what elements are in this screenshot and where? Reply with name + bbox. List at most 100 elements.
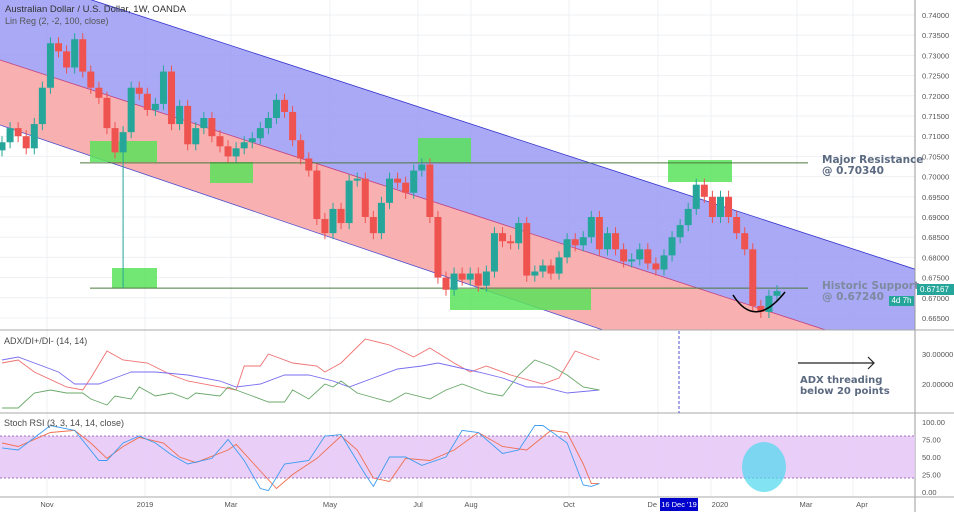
candle-body	[289, 111, 297, 141]
candle-body	[256, 128, 264, 139]
time-axis-label: Mar	[800, 500, 813, 509]
adx-line	[1, 356, 600, 394]
adx-axis-label: 20.00000	[922, 380, 953, 389]
candle-body	[305, 158, 313, 171]
candle-body	[402, 182, 410, 193]
adx-note-line1: ADX threading	[800, 375, 883, 386]
time-axis-label: Nov	[40, 500, 54, 509]
candle-body	[79, 39, 87, 72]
candle-body	[192, 128, 200, 145]
candle-body	[515, 223, 523, 244]
candle-body	[773, 291, 781, 296]
candle-body	[628, 259, 636, 262]
candle-body	[111, 128, 119, 153]
candle-body	[208, 118, 216, 137]
candle-body	[103, 97, 111, 129]
adx-indicator-label[interactable]: ADX/DI+/DI- (14, 14)	[4, 336, 88, 346]
candle-body	[55, 43, 63, 52]
highlight-zone	[418, 138, 471, 162]
adx-note: ADX threading below 20 points	[800, 375, 890, 397]
candle-body	[418, 164, 426, 171]
regression-line	[90, 0, 915, 270]
candle-body	[200, 118, 208, 129]
candle-body	[297, 140, 305, 159]
time-axis-label: De	[647, 500, 657, 509]
candle-body	[563, 239, 571, 258]
price-axis-label: 0.67000	[922, 294, 949, 303]
candle-body	[547, 265, 555, 274]
candle-body	[313, 170, 321, 220]
symbol-title: Australian Dollar / U.S. Dollar, 1W, OAN…	[5, 4, 187, 15]
candle-body	[507, 241, 515, 244]
candle-body	[595, 217, 603, 250]
candle-body	[660, 255, 668, 270]
current-price-tag: 0.67167	[917, 284, 954, 295]
candle-body	[692, 184, 700, 209]
resistance-label: Major Resistance	[822, 154, 924, 166]
support-label: Historic Support	[822, 280, 920, 292]
candle-body	[281, 99, 289, 112]
candle-body	[38, 87, 46, 125]
price-axis-label: 0.71000	[922, 132, 949, 141]
candle-body	[119, 132, 127, 153]
candle-body	[176, 105, 184, 125]
candle-body	[434, 217, 442, 278]
candle-body	[474, 273, 482, 286]
candle-body	[612, 233, 620, 250]
highlight-zone	[668, 160, 732, 182]
candle-body	[321, 219, 329, 234]
price-axis-label: 0.73000	[922, 51, 949, 60]
time-axis-label: 2019	[137, 500, 154, 509]
candle-body	[377, 202, 385, 234]
linreg-indicator-label[interactable]: Lin Reg (2, -2, 100, close)	[5, 16, 109, 26]
stoch-indicator-label[interactable]: Stoch RSI (3, 3, 14, 14, close)	[4, 418, 125, 428]
candle-body	[733, 217, 741, 234]
candle-body	[482, 271, 490, 286]
price-axis-label: 0.70000	[922, 173, 949, 182]
crosshair-date-tag: 16 Dec '19	[660, 498, 698, 511]
adx-axis-label: 30.00000	[922, 350, 953, 359]
candle-body	[765, 295, 773, 312]
candle-body	[725, 196, 733, 217]
candle-body	[450, 273, 458, 290]
price-axis-label: 0.73500	[922, 31, 949, 40]
bar-countdown-tag: 4d 7h	[889, 296, 914, 306]
regression-line	[0, 59, 827, 330]
candle-body	[361, 178, 369, 217]
candle-body	[159, 71, 167, 104]
price-axis-label: 0.74000	[922, 11, 949, 20]
candle-body	[652, 263, 660, 270]
candle-body	[151, 103, 159, 110]
candle-body	[490, 233, 498, 272]
price-axis-label: 0.67500	[922, 274, 949, 283]
stoch-axis-label: 50.00	[922, 453, 941, 462]
price-axis-label: 0.68500	[922, 233, 949, 242]
candle-body	[394, 178, 402, 183]
candle-body	[272, 99, 280, 119]
candle-body	[0, 142, 6, 151]
candle-body	[523, 223, 531, 276]
candle-body	[30, 124, 38, 149]
candle-body	[749, 249, 757, 306]
candle-body	[386, 178, 393, 203]
candle-body	[676, 225, 684, 238]
candle-body	[232, 148, 240, 157]
candle-body	[684, 208, 692, 226]
candle-body	[466, 273, 474, 280]
candle-body	[410, 170, 418, 193]
candle-body	[168, 71, 176, 125]
time-axis-label: Apr	[856, 500, 868, 509]
rounded-bottom-drawing	[732, 291, 786, 313]
candle-body	[716, 196, 724, 217]
candle-body	[6, 128, 14, 143]
candle-body	[587, 217, 595, 238]
highlight-zone	[450, 289, 591, 310]
time-axis-label: Aug	[464, 500, 477, 509]
price-axis-label: 0.68000	[922, 253, 949, 262]
candle-body	[87, 71, 95, 88]
arrow-right-icon	[867, 356, 875, 370]
candle-body	[143, 93, 151, 110]
resistance-annotation: Major Resistance @ 0.70340	[822, 155, 923, 177]
candle-body	[644, 249, 652, 264]
